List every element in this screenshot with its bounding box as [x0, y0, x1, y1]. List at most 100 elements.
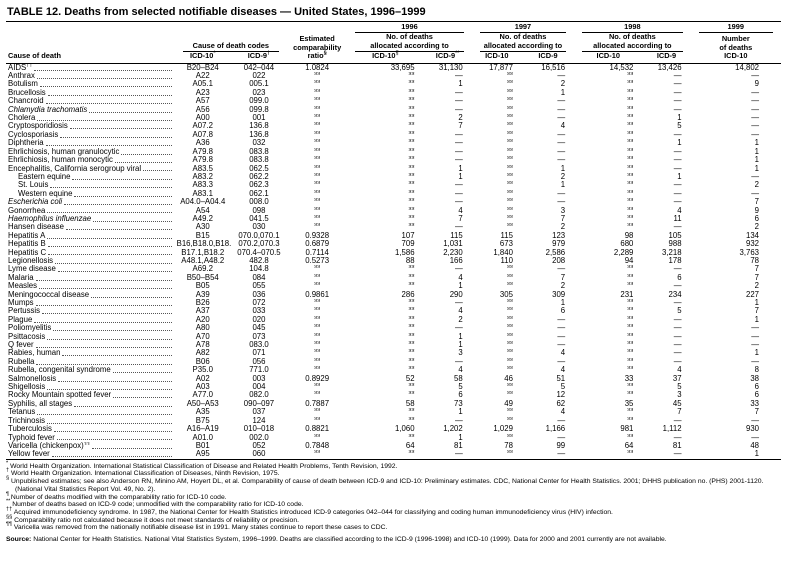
deaths-value-cell: — — [673, 198, 682, 207]
deaths-value-cell: 1 — [754, 139, 759, 148]
icd10-code-cell: A77.0 — [192, 391, 213, 400]
deaths-value-cell: — — [454, 198, 463, 207]
deaths-value-cell: 16,516 — [541, 63, 566, 72]
table-row: Hepatitis B B16,B18.0,B18.1 070.2,070.3 0.6… — [6, 240, 781, 248]
deaths-value-cell: 2 — [754, 282, 759, 291]
deaths-value-cell: — — [673, 332, 682, 341]
table-title: TABLE 12. Deaths from selected notifiabl… — [6, 4, 781, 22]
table-row: Mumps B26 072 §§ §§ — §§ 1 §§ — 1 — [6, 299, 781, 307]
comparability-ratio-cell: 0.6879 — [305, 240, 330, 249]
table-row: Legionellosis A48.1,A48.2 482.8 0.5273 88 166… — [6, 257, 781, 265]
dot-leader — [58, 380, 172, 382]
disease-name: Cyclosporiasis — [8, 130, 59, 139]
deaths-value-cell: 14,802 — [735, 63, 759, 72]
deaths-value-cell: — — [673, 130, 682, 139]
deaths-value-cell: §§ — [408, 88, 415, 94]
deaths-value-cell: — — [557, 416, 566, 425]
deaths-value-cell: §§ — [408, 341, 415, 346]
deaths-value-cell: §§ — [408, 307, 415, 312]
deaths-value-cell: 13,426 — [657, 63, 682, 72]
cause-cell: Cryptosporidiosis — [6, 122, 175, 130]
icd10-code-cell: A03 — [195, 383, 210, 392]
disease-name: Shigellosis — [8, 383, 46, 392]
deaths-value-cell: 1 — [560, 88, 566, 97]
comparability-ratio-cell: §§ — [314, 416, 321, 422]
icd9-code-cell: 004 — [252, 383, 266, 392]
deaths-value-cell: 52 — [405, 374, 415, 383]
deaths-value-cell: 4 — [677, 366, 682, 375]
deaths-value-cell: — — [673, 315, 682, 324]
disease-name: Botulism — [8, 80, 38, 89]
cause-cell: Syphilis, all stages — [6, 400, 175, 408]
deaths-value-cell: §§ — [408, 391, 415, 396]
footnote: § Unpublished estimates; see also Anders… — [6, 475, 764, 493]
table-row: Poliomyelitis A80 045 §§ §§ — §§ — §§ — — — [6, 324, 781, 332]
deaths-value-cell: §§ — [408, 299, 415, 304]
table-body: AIDS†† B20–B24 042–044 1.0824 33,695 31,130 17… — [6, 63, 781, 460]
subcol-header: ICD-10 — [574, 52, 643, 64]
disease-name: Brucellosis — [8, 88, 46, 97]
deaths-value-cell: 1 — [754, 147, 759, 156]
disease-name: Chlamydia trachomatis — [8, 105, 88, 114]
deaths-value-cell: 1,029 — [493, 425, 513, 434]
deaths-value-cell: 2 — [458, 315, 463, 324]
icd10-code-cell: A35 — [195, 408, 210, 417]
deaths-value-cell: §§ — [627, 366, 634, 371]
icd9-code-cell: 042–044 — [243, 63, 275, 72]
cause-cell: Botulism — [6, 80, 175, 88]
document-page: TABLE 12. Deaths from selected notifiabl… — [6, 4, 781, 544]
dot-leader — [36, 363, 172, 365]
disease-name: Psittacosis — [8, 332, 46, 341]
deaths-value-cell: §§ — [408, 206, 415, 211]
disease-name: Tuberculosis — [8, 425, 52, 434]
year-1997-header: 1997 — [472, 22, 574, 34]
deaths-value-cell: 81 — [672, 441, 682, 450]
icd9-code-cell: 104.8 — [249, 265, 269, 274]
icd9-code-cell: 136.8 — [249, 130, 269, 139]
icd10-code-cell: A20 — [195, 315, 210, 324]
deaths-value-cell: — — [673, 88, 682, 97]
deaths-value-cell: 7 — [458, 122, 463, 131]
table-row: St. Louis A83.3 062.3 §§ §§ — §§ 1 §§ — 2 — [6, 181, 781, 189]
deaths-value-cell: — — [751, 357, 759, 366]
deaths-value-cell: 3,763 — [739, 248, 759, 257]
icd9-code-cell: 001 — [252, 114, 266, 123]
icd10-code-cell: B17.1,B18.2 — [181, 248, 225, 257]
comparability-ratio-cell: §§ — [314, 97, 321, 102]
deaths-value-cell: 49 — [504, 399, 513, 408]
icd9-code-cell: 072 — [252, 299, 266, 307]
deaths-value-cell: §§ — [627, 105, 634, 111]
deaths-value-cell: 1 — [677, 114, 682, 123]
table-row: Brucellosis A23 023 §§ §§ — §§ 1 §§ — — — [6, 89, 781, 97]
deaths-value-cell: §§ — [506, 80, 513, 85]
deaths-value-cell: §§ — [627, 273, 634, 279]
table-row: Lyme disease A69.2 104.8 §§ §§ — §§ — §§ — 7 — [6, 265, 781, 273]
deaths-value-cell: §§ — [627, 206, 634, 211]
deaths-value-cell: 51 — [556, 374, 566, 383]
deaths-value-cell: — — [673, 72, 682, 81]
deaths-value-cell: §§ — [506, 114, 513, 119]
icd10-code-cell: A70 — [195, 332, 210, 341]
deaths-value-cell: — — [751, 97, 759, 106]
deaths-value-cell: §§ — [408, 189, 415, 195]
disease-name: St. Louis — [18, 181, 49, 190]
icd9-code-cell: 030 — [252, 223, 266, 232]
deaths-value-cell: — — [454, 324, 463, 333]
cause-cell: Rubella, congenital syndrome — [6, 366, 175, 374]
icd10-code-cell: A23 — [195, 88, 210, 97]
deaths-value-cell: §§ — [408, 214, 415, 220]
deaths-value-cell: §§ — [408, 114, 415, 119]
deaths-value-cell: §§ — [408, 223, 415, 228]
icd9-code-cell: 062.2 — [249, 172, 269, 181]
deaths-value-cell: §§ — [627, 349, 634, 354]
subcol-header: ICD-9† — [230, 51, 288, 64]
source-note: Source: National Center for Health Stati… — [6, 536, 781, 544]
footnote: ¶¶ Varicella was removed from the nation… — [6, 522, 388, 532]
deaths-value-cell: — — [673, 147, 682, 156]
deaths-value-cell: — — [557, 156, 566, 165]
deaths-value-cell: §§ — [506, 206, 513, 211]
table-row: Diphtheria A36 032 §§ §§ — §§ — §§ 1 1 — [6, 139, 781, 147]
table-row: Meningococcal disease A39 036 0.9861 286 290 3… — [6, 291, 781, 299]
deaths-value-cell: 673 — [499, 240, 513, 249]
deaths-value-cell: — — [751, 114, 759, 123]
